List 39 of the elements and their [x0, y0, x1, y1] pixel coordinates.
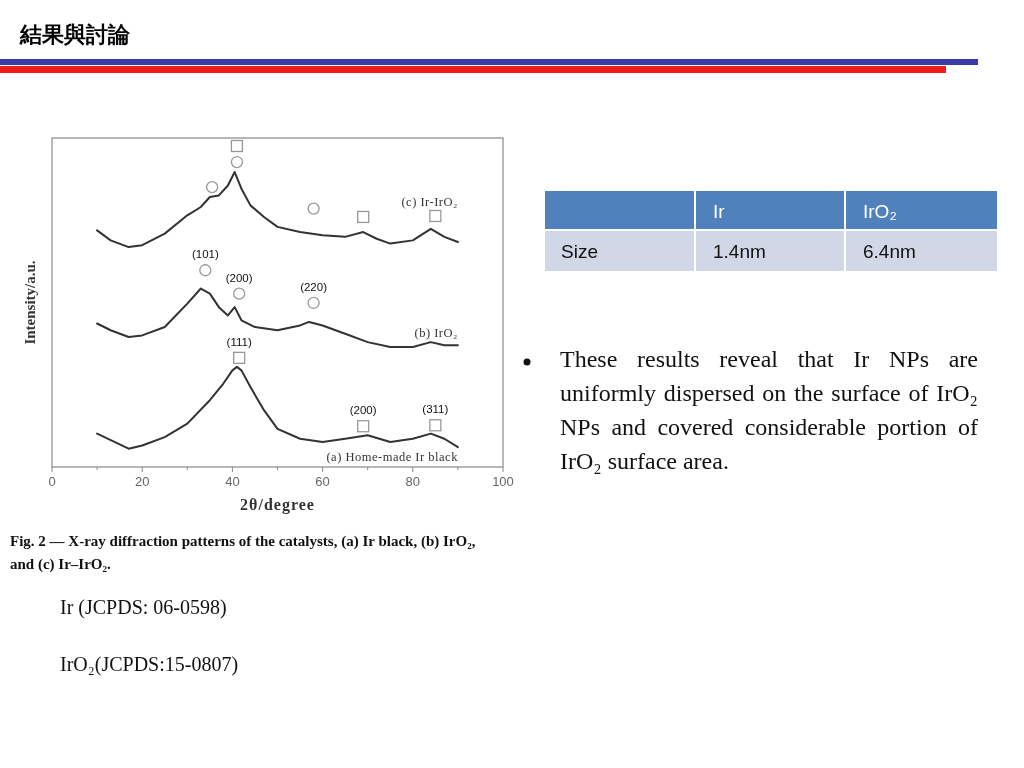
category-label: IrO₂ [863, 201, 897, 222]
y-axis-title: Intensity/a.u. [22, 260, 38, 345]
point [307, 296, 320, 310]
caption: Fig. 2 — X-ray diffraction patterns of the catalysts, (a) Ir black, (b) IrO₂, and (c) Ir–IrO₂. [10, 532, 477, 574]
annotation: (101) [191, 248, 219, 261]
point [307, 202, 320, 215]
x-tick-label: 0 [48, 474, 56, 489]
annotation: (200) [349, 404, 377, 417]
point [357, 210, 370, 224]
annotation: (200) [225, 271, 253, 284]
series-label: (b) IrO₂ [414, 326, 458, 341]
text: (c) Ir-IrO₂ [401, 194, 458, 209]
point [233, 351, 246, 365]
x-tick-label: 60 [315, 474, 330, 489]
category-label: Size [561, 241, 598, 262]
point [199, 264, 212, 277]
text: 6.4nm [863, 241, 916, 262]
x-tick-label: 20 [134, 474, 150, 489]
annotation: (311) [422, 403, 449, 416]
text: 1.4nm [713, 241, 766, 262]
series-label: (a) Home-made Ir black [326, 450, 459, 465]
point [230, 139, 244, 153]
x-tick-label: 100 [492, 474, 514, 489]
point [205, 180, 219, 194]
annotation: (220) [300, 280, 328, 293]
x-axis-title: 2θ/degree [240, 496, 315, 514]
point [429, 419, 442, 432]
text: Ir (JCPDS: 06-0598) [60, 596, 227, 619]
point [357, 420, 370, 433]
category-label: Ir [713, 201, 726, 222]
point [233, 287, 246, 300]
point [230, 155, 244, 169]
chart-title: 結果與討論 [19, 22, 131, 47]
x-tick-label: 80 [405, 474, 421, 489]
text: These results reveal that Ir NPs are uniformly dispersed on the surface of IrO₂ NPs and covered considerable portion of IrO₂ surface area. [560, 345, 978, 476]
x-tick-label: 40 [225, 474, 240, 489]
point [429, 209, 442, 223]
text: IrO₂(JCPDS:15-0807) [60, 653, 239, 676]
annotation: (111) [226, 335, 252, 348]
